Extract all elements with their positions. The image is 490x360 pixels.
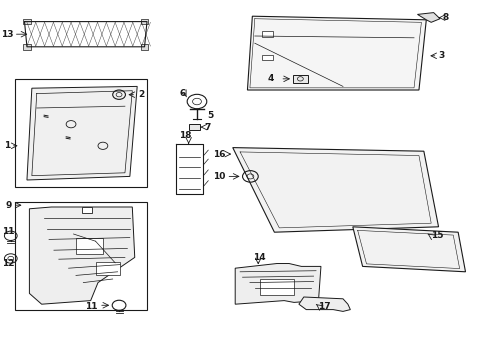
- Text: 2: 2: [138, 90, 145, 99]
- Bar: [141, 44, 148, 50]
- Bar: [96, 262, 120, 275]
- Text: 9: 9: [6, 201, 12, 210]
- Polygon shape: [27, 86, 137, 180]
- Bar: [23, 19, 31, 24]
- Polygon shape: [29, 207, 135, 304]
- Text: 16: 16: [213, 150, 225, 158]
- Bar: [189, 124, 200, 130]
- Bar: [262, 55, 273, 60]
- Polygon shape: [353, 227, 466, 272]
- Text: 13: 13: [1, 30, 14, 39]
- Text: 4: 4: [268, 74, 274, 83]
- Bar: [76, 238, 103, 254]
- Text: 18: 18: [179, 131, 192, 140]
- Text: 15: 15: [431, 231, 444, 240]
- Text: 8: 8: [442, 13, 449, 22]
- Text: 11: 11: [2, 227, 15, 236]
- Text: 10: 10: [213, 172, 225, 181]
- Bar: [82, 207, 92, 213]
- Polygon shape: [417, 13, 440, 22]
- Text: 17: 17: [318, 302, 331, 311]
- Text: 7: 7: [205, 122, 211, 131]
- Text: 5: 5: [207, 111, 213, 120]
- Bar: [15, 202, 147, 310]
- Polygon shape: [233, 148, 439, 232]
- Bar: [262, 31, 273, 37]
- Text: 12: 12: [2, 259, 15, 268]
- Bar: [293, 75, 308, 83]
- Bar: [23, 44, 31, 50]
- Text: 1: 1: [4, 141, 11, 150]
- Bar: [15, 79, 147, 187]
- Text: 14: 14: [253, 253, 266, 262]
- Polygon shape: [235, 264, 321, 304]
- Text: 6: 6: [180, 89, 186, 98]
- Bar: [260, 279, 294, 295]
- Polygon shape: [247, 16, 426, 90]
- Text: 11: 11: [85, 302, 98, 311]
- Bar: [141, 19, 148, 24]
- Polygon shape: [299, 297, 350, 311]
- Text: 3: 3: [439, 51, 445, 60]
